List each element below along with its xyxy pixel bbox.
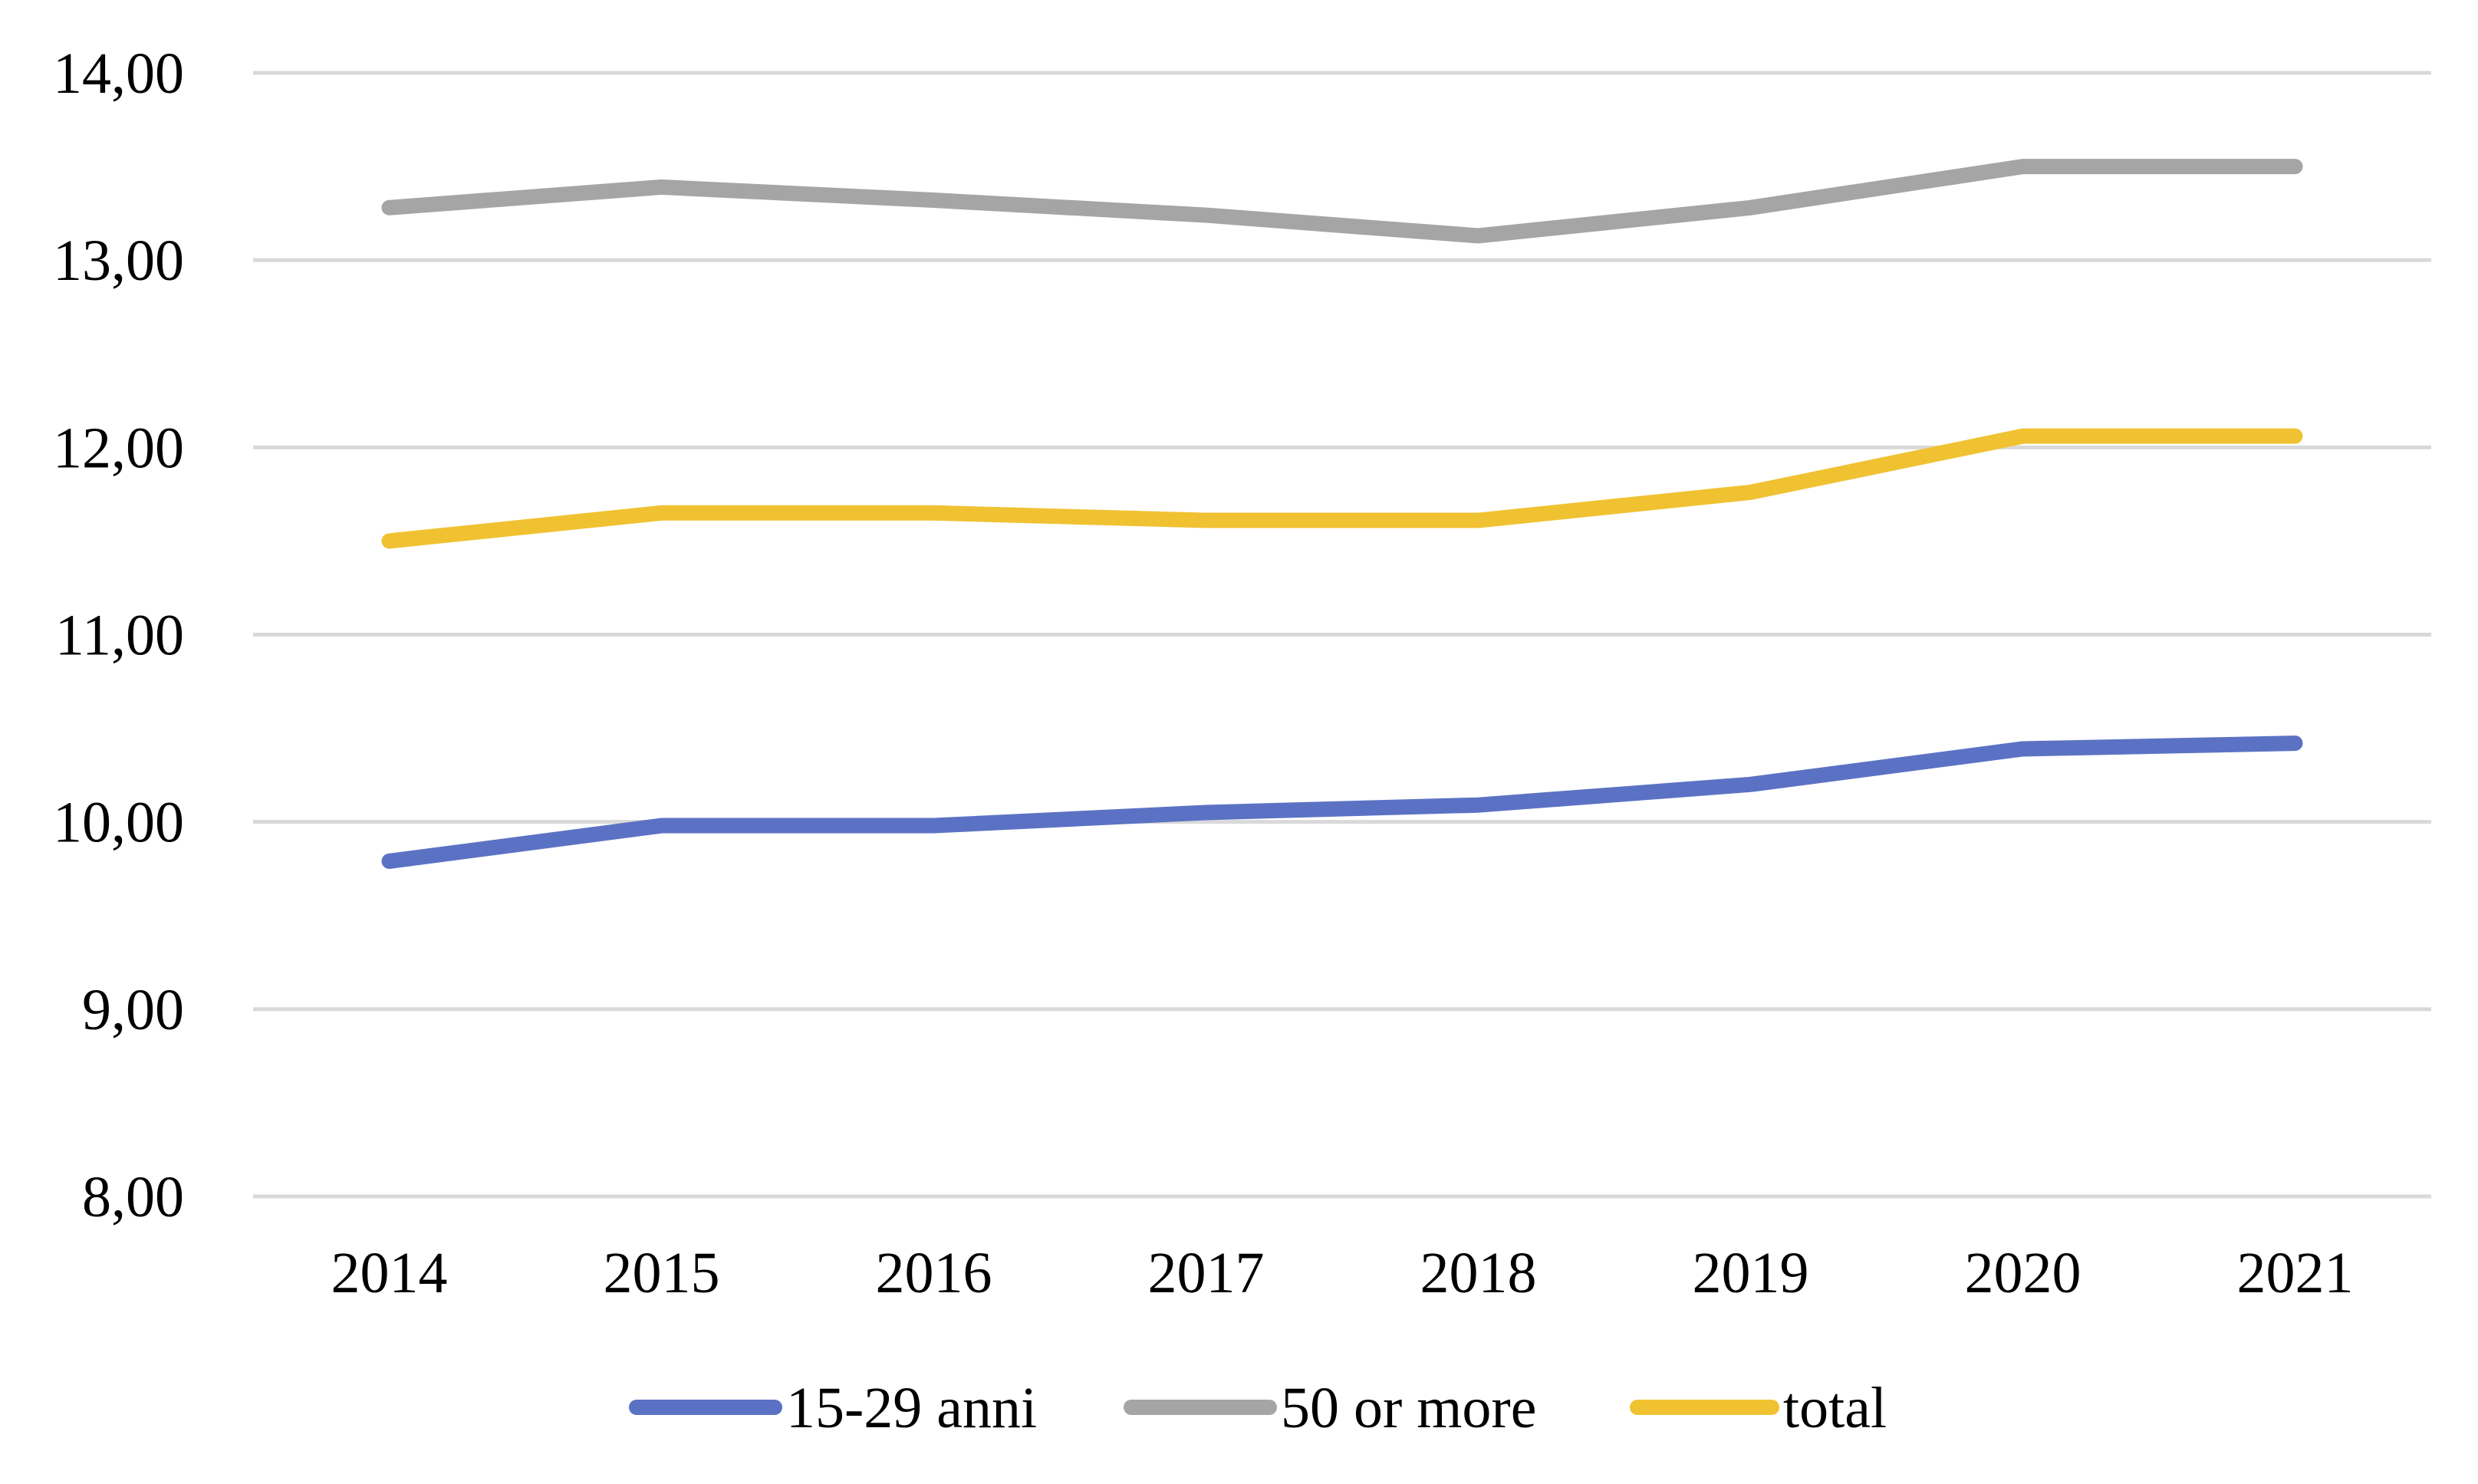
legend-label: 50 or more [1281,1376,1536,1440]
y-tick-label: 10,00 [53,791,184,855]
y-tick-label: 9,00 [82,978,184,1042]
legend: 15-29 anni 50 or more total [629,1376,1887,1440]
data-point [1478,235,1479,236]
y-tick-label: 12,00 [53,416,184,480]
data-point [389,207,390,209]
y-tick-label: 13,00 [53,229,184,293]
x-tick-label: 2019 [1693,1241,1809,1305]
data-point [661,825,663,827]
legend-label: 15-29 anni [786,1376,1037,1440]
x-tick-label: 2018 [1420,1241,1537,1305]
data-point [661,186,663,188]
data-point [389,540,390,541]
series-line-1 [381,159,2303,244]
x-tick-label: 2015 [604,1241,720,1305]
data-point [1750,492,1752,493]
data-point [1750,784,1752,785]
data-point [1206,811,1207,813]
data-point [661,512,663,514]
y-tick-label: 14,00 [53,41,184,106]
x-tick-label: 2021 [2237,1241,2354,1305]
series-line-0 [381,735,2303,869]
x-axis-ticks: 2014 2015 2016 2017 2018 2019 2020 2021 [331,1241,2354,1305]
data-point [933,199,935,201]
data-point [389,860,390,862]
y-axis-ticks: 8,00 9,00 10,00 11,00 12,00 13,00 14,00 [53,41,184,1229]
series-line-2 [381,428,2303,549]
y-tick-label: 11,00 [55,604,184,668]
legend-label: total [1783,1376,1887,1440]
data-point [2022,748,2024,749]
data-point [1478,805,1479,806]
y-tick-label: 8,00 [82,1165,184,1229]
x-tick-label: 2014 [331,1241,448,1305]
data-point [2295,742,2296,744]
data-point [1750,207,1752,209]
data-point [2022,166,2024,167]
x-tick-label: 2020 [1965,1241,2081,1305]
data-point [933,512,935,514]
data-point [1206,215,1207,216]
data-point [1478,520,1479,522]
series-lines [381,159,2303,869]
data-point [933,825,935,827]
x-tick-label: 2016 [876,1241,992,1305]
data-point [2295,166,2296,167]
gridlines [253,71,2431,1199]
data-point [2022,436,2024,437]
data-point [2295,436,2296,437]
x-tick-label: 2017 [1148,1241,1265,1305]
data-point [1206,520,1207,522]
